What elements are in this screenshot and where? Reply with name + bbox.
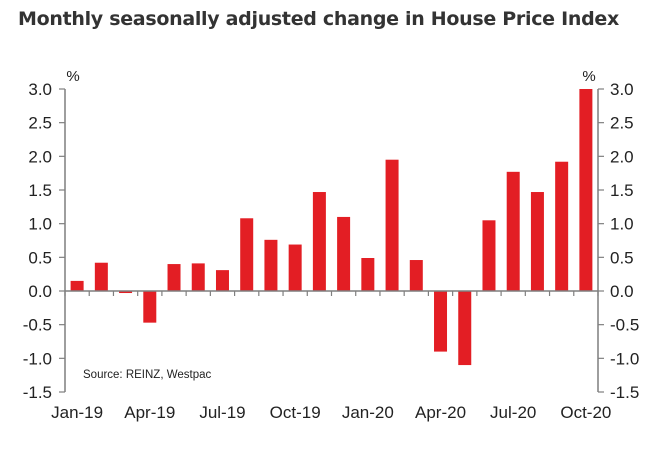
left-y-tick-label: 3.0 [28, 80, 52, 99]
left-y-tick-label: 1.0 [28, 215, 52, 234]
left-y-tick-label: 0.0 [28, 282, 52, 301]
right-y-tick-label: -0.5 [610, 316, 639, 335]
bar [288, 244, 302, 291]
source-note: Source: REINZ, Westpac [83, 369, 211, 381]
x-tick-label: Jan-20 [342, 403, 394, 422]
left-y-tick-label: 2.5 [28, 114, 52, 133]
bar [312, 192, 326, 291]
bar [555, 161, 569, 291]
right-y-tick-label: -1.5 [610, 383, 639, 402]
bar [240, 218, 254, 291]
bar [506, 171, 520, 291]
bar [70, 280, 84, 291]
left-unit-label: % [66, 68, 79, 85]
x-axis: Jan-19 Apr-19 Jul-19 Oct-19 Jan-20 Apr-20 Jul-… [51, 290, 611, 422]
bar [458, 291, 472, 366]
bar [94, 262, 108, 291]
bar [119, 291, 133, 294]
left-y-tick-label: -1.0 [23, 349, 52, 368]
x-tick-label: Oct-20 [560, 403, 611, 422]
right-y-tick-label: 2.0 [610, 147, 634, 166]
bar [409, 260, 423, 291]
left-y-tick-label: 2.0 [28, 147, 52, 166]
right-y-tick-label: 1.5 [610, 181, 634, 200]
x-tick-label: Apr-19 [124, 403, 175, 422]
chart-title: Monthly seasonally adjusted change in Ho… [18, 8, 619, 30]
right-unit-label: % [582, 68, 595, 85]
bar [361, 258, 375, 291]
right-y-tick-label: 1.0 [610, 215, 634, 234]
left-y-tick-label: -1.5 [23, 383, 52, 402]
bar [579, 89, 593, 291]
x-tick-label: Jan-19 [51, 403, 103, 422]
bar [482, 220, 496, 291]
bar [530, 192, 544, 291]
right-y-tick-label: -1.0 [610, 349, 639, 368]
bar [385, 159, 399, 291]
bars [70, 89, 593, 366]
bar [191, 263, 205, 291]
right-y-tick-label: 0.5 [610, 248, 634, 267]
bar [337, 216, 351, 291]
x-tick-label: Jul-20 [490, 403, 536, 422]
left-y-axis: 3.0 2.5 2.0 1.5 1.0 0.5 0.0 -0.5 -1.0 -1.5 [23, 80, 66, 402]
right-y-axis: 3.0 2.5 2.0 1.5 1.0 0.5 0.0 -0.5 -1.0 -1.5 [597, 80, 639, 402]
right-y-tick-label: 3.0 [610, 80, 634, 99]
bar [264, 239, 278, 291]
bar [434, 291, 448, 352]
left-y-tick-label: -0.5 [23, 316, 52, 335]
left-y-tick-label: 1.5 [28, 181, 52, 200]
bar [167, 264, 181, 291]
bar [215, 270, 229, 291]
right-y-tick-label: 0.0 [610, 282, 634, 301]
right-y-tick-label: 2.5 [610, 114, 634, 133]
left-y-tick-label: 0.5 [28, 248, 52, 267]
x-tick-label: Oct-19 [270, 403, 321, 422]
bar [143, 291, 157, 323]
x-tick-label: Jul-19 [199, 403, 245, 422]
x-tick-label: Apr-20 [415, 403, 466, 422]
